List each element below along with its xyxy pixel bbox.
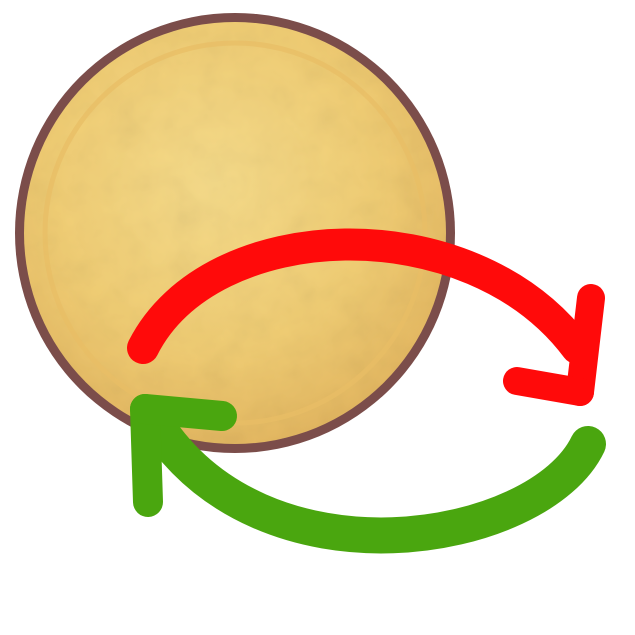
forward-arrow-head-top — [566, 284, 605, 406]
coin-face — [24, 22, 446, 444]
coin-icon — [15, 13, 455, 453]
forward-arrow-head-bottom — [503, 367, 594, 406]
back-arrow-icon — [130, 394, 606, 554]
forward-arrow-shaft — [127, 228, 593, 364]
forward-arrow-icon — [127, 228, 605, 406]
back-arrow-head-bottom — [130, 394, 163, 517]
back-arrow-shaft — [134, 400, 606, 554]
back-arrow-head-right — [130, 394, 237, 431]
